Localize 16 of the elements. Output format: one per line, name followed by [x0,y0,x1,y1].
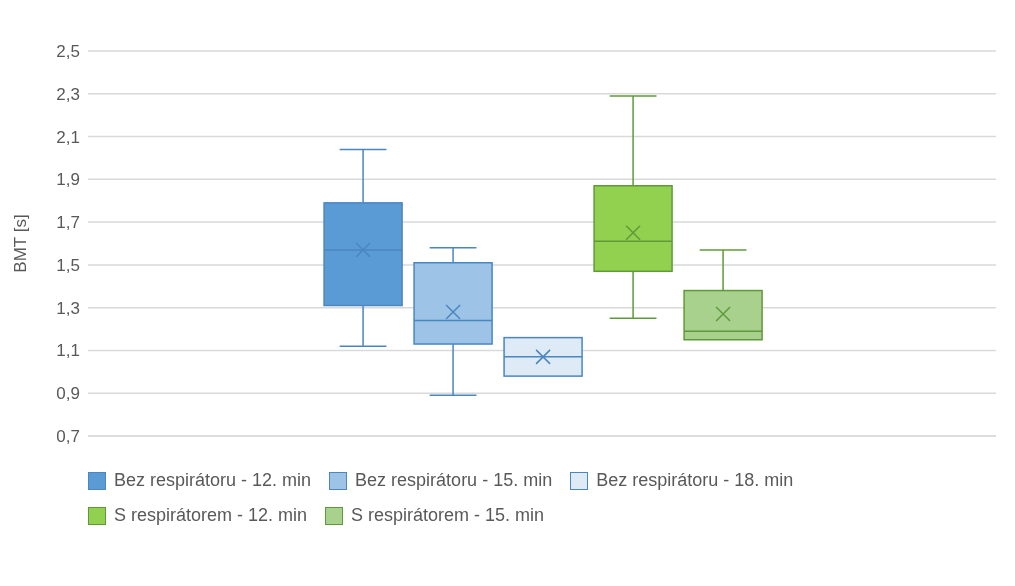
y-tick-label: 2,5 [56,42,80,62]
legend-label: S respirátorem - 15. min [351,505,545,526]
y-tick-label: 1,9 [56,170,80,190]
y-axis-title: BMT [s] [11,214,31,273]
y-tick-label: 0,7 [56,427,80,447]
y-tick-label: 0,9 [56,384,80,404]
legend-label: Bez respirátoru - 12. min [114,470,312,491]
y-tick-label: 2,3 [56,84,80,104]
y-tick-label: 1,7 [56,213,80,233]
legend-label: Bez respirátoru - 18. min [596,470,794,491]
legend-label: S respirátorem - 12. min [114,505,308,526]
y-tick-label: 1,1 [56,341,80,361]
y-tick-label: 1,3 [56,298,80,318]
legend-label: Bez respirátoru - 15. min [355,470,553,491]
y-tick-label: 1,5 [56,255,80,275]
y-tick-label: 2,1 [56,127,80,147]
